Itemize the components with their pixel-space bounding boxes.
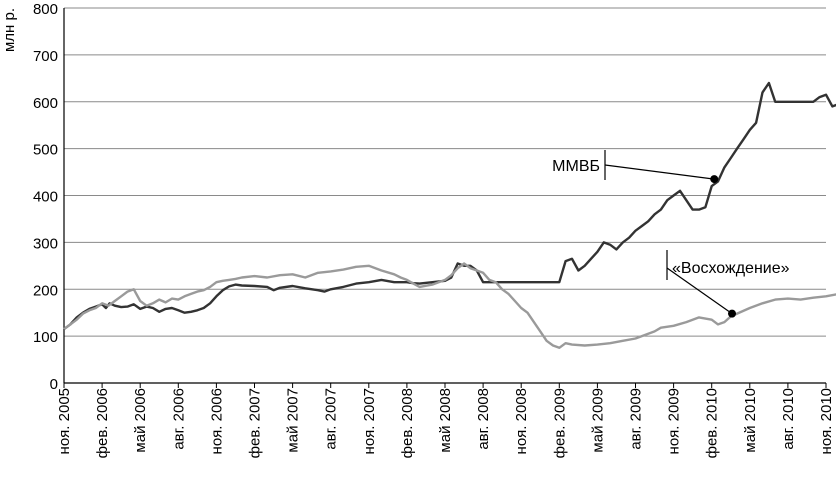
grid-lines [64,7,826,337]
x-tick-label: фев. 2007 [247,388,264,458]
y-tick-labels: 0 100 200 300 400 500 600 700 800 [33,1,58,393]
annotation-leader [666,267,733,315]
y-tick-label: 700 [33,48,58,65]
x-tick-label: ноя. 2005 [56,388,73,454]
x-tick-label: фев. 2009 [551,388,568,458]
x-tick-label: май 2010 [742,388,759,453]
x-tick-label: авг. 2006 [170,388,187,450]
x-tick-labels: ноя. 2005 фев. 2006 май 2006 авг. 2006 ноя. … [56,388,835,458]
x-tick-label: май 2008 [437,388,454,453]
x-tick-label: май 2007 [285,388,302,453]
series-line-voskhozhdenie [63,262,836,349]
x-tick-label: ноя. 2009 [666,388,683,454]
y-axis-label: млн р. [1,8,18,52]
x-tick-label: авг. 2009 [628,388,645,450]
x-tick-label: фев. 2008 [399,388,416,458]
x-tick-label: ноя. 2006 [208,388,225,454]
y-tick-label: 600 [33,95,58,112]
x-tick-label: авг. 2010 [780,388,797,450]
series-line-mmvb [63,81,836,331]
x-tick-label: фев. 2006 [94,388,111,458]
annotations: ММВБ «Восхождение» [552,150,790,318]
annotation-leader [604,164,715,180]
x-tick-label: фев. 2010 [704,388,721,458]
annotation-label-voskhozhdenie: «Восхождение» [672,260,790,277]
x-tick-label: май 2009 [589,388,606,453]
x-tick-label: ноя. 2008 [513,388,530,454]
y-tick-label: 500 [33,142,58,159]
x-tick-label: ноя. 2010 [818,388,835,454]
x-tick-label: авг. 2007 [323,388,340,450]
x-tick-label: май 2006 [132,388,149,453]
x-tick-label: авг. 2008 [475,388,492,450]
y-tick-label: 100 [33,329,58,346]
axes [63,8,827,388]
annotation-label-mmvb: ММВБ [552,158,600,175]
y-tick-label: 400 [33,189,58,206]
x-tick-label: ноя. 2007 [361,388,378,454]
y-tick-label: 0 [50,376,58,393]
series-lines [63,81,836,349]
y-tick-label: 800 [33,1,58,18]
y-tick-label: 300 [33,235,58,252]
y-tick-label: 200 [33,282,58,299]
